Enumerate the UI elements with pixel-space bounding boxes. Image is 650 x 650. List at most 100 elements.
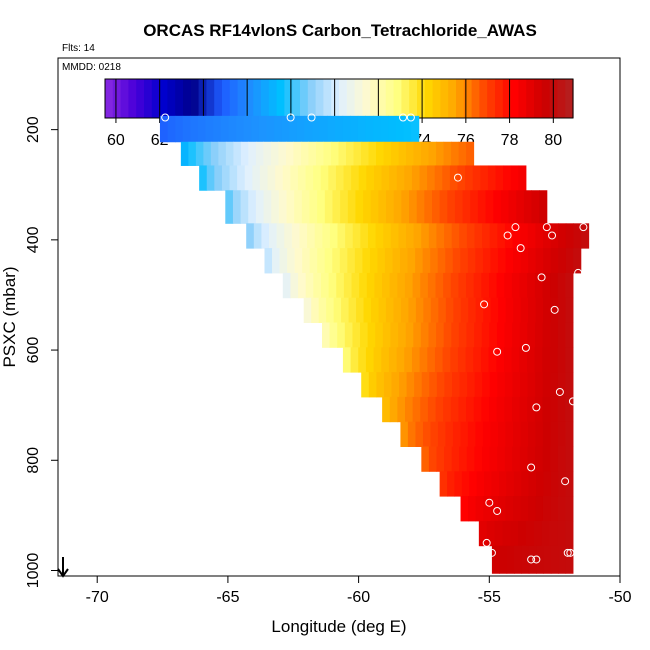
heatmap-cell bbox=[269, 223, 278, 249]
heatmap-cell bbox=[330, 141, 339, 166]
heatmap-cell bbox=[312, 115, 321, 143]
heatmap-cell bbox=[382, 272, 391, 299]
heatmap-cell bbox=[240, 141, 249, 166]
heatmap-cell bbox=[338, 141, 347, 166]
heatmap-cell bbox=[198, 115, 207, 143]
heatmap-cell bbox=[278, 141, 287, 166]
heatmap-cell bbox=[313, 272, 322, 299]
heatmap-cell bbox=[427, 165, 436, 191]
heatmap-cell bbox=[362, 248, 371, 274]
sample-point bbox=[503, 231, 512, 240]
heatmap-cell bbox=[535, 446, 544, 472]
heatmap-cell bbox=[384, 248, 394, 274]
heatmap-cell bbox=[309, 248, 318, 274]
heatmap-cell bbox=[557, 372, 566, 398]
colorbar-segment bbox=[541, 79, 551, 118]
colorbar-segment bbox=[346, 79, 356, 118]
heatmap-cell bbox=[369, 248, 378, 274]
heatmap-cell bbox=[279, 248, 288, 274]
heatmap-cell bbox=[263, 190, 272, 224]
heatmap-cell bbox=[474, 446, 483, 472]
heatmap-cell bbox=[388, 115, 397, 143]
heatmap-cell bbox=[454, 471, 463, 497]
heatmap-cell bbox=[514, 545, 522, 574]
heatmap-cell bbox=[557, 272, 566, 299]
heatmap-cell bbox=[397, 396, 406, 423]
heatmap-cell bbox=[488, 396, 498, 423]
heatmap-cell bbox=[470, 190, 479, 224]
heatmap-cell bbox=[535, 223, 544, 249]
heatmap-cell bbox=[348, 297, 357, 324]
heatmap-cell bbox=[490, 297, 499, 324]
heatmap-cell bbox=[397, 272, 406, 299]
heatmap-cell bbox=[521, 471, 530, 497]
heatmap-cell bbox=[504, 372, 513, 398]
heatmap-cell bbox=[469, 471, 478, 497]
heatmap-cell bbox=[557, 347, 566, 373]
heatmap-cell bbox=[497, 248, 506, 274]
heatmap-cell bbox=[445, 248, 454, 274]
heatmap-cell bbox=[465, 165, 474, 191]
colorbar-segment bbox=[331, 79, 340, 118]
heatmap-cell bbox=[324, 248, 333, 274]
heatmap-cell bbox=[549, 520, 558, 547]
heatmap-cell bbox=[259, 165, 269, 191]
heatmap-cell bbox=[395, 115, 405, 143]
sample-point bbox=[286, 113, 295, 122]
y-tick-label: 1000 bbox=[25, 553, 42, 589]
heatmap-cell bbox=[378, 190, 387, 224]
heatmap-cell bbox=[427, 272, 437, 299]
heatmap-cell bbox=[516, 190, 525, 224]
heatmap-cell bbox=[489, 372, 498, 398]
heatmap-cell bbox=[278, 190, 288, 224]
heatmap-cells bbox=[159, 115, 590, 574]
heatmap-cell bbox=[422, 248, 431, 274]
heatmap-cell bbox=[383, 372, 392, 398]
heatmap-cell bbox=[406, 223, 415, 249]
y-tick-label: 800 bbox=[25, 447, 42, 474]
heatmap-cell bbox=[558, 545, 567, 574]
heatmap-cell bbox=[309, 190, 318, 224]
heatmap-cell bbox=[357, 115, 366, 143]
colorbar-segment bbox=[261, 79, 270, 118]
heatmap-cell bbox=[298, 272, 307, 299]
sample-point bbox=[555, 387, 564, 396]
heatmap-cell bbox=[290, 165, 299, 191]
x-tick-label: -55 bbox=[478, 589, 501, 606]
heatmap-cell bbox=[421, 446, 430, 472]
heatmap-cell bbox=[558, 223, 567, 249]
x-tick-label: -65 bbox=[216, 589, 239, 606]
heatmap-cell bbox=[359, 272, 368, 299]
chart-title: ORCAS RF14vlonS Carbon_Tetrachloride_AWA… bbox=[143, 21, 537, 40]
heatmap-cell bbox=[466, 322, 475, 348]
heatmap-cell bbox=[565, 223, 574, 249]
heatmap-cell bbox=[504, 223, 514, 249]
heatmap-cell bbox=[159, 115, 169, 143]
heatmap-cell bbox=[531, 190, 540, 224]
heatmap-cell bbox=[535, 471, 544, 497]
heatmap-cell bbox=[253, 223, 262, 249]
heatmap-cell bbox=[327, 115, 336, 143]
heatmap-cell bbox=[525, 520, 535, 547]
heatmap-cell bbox=[474, 322, 483, 348]
colorbar-segment bbox=[432, 79, 441, 118]
heatmap-cell bbox=[329, 322, 338, 348]
heatmap-cell bbox=[328, 272, 337, 299]
heatmap-cell bbox=[467, 421, 476, 447]
heatmap-cell bbox=[512, 446, 521, 472]
heatmap-cell bbox=[341, 297, 350, 324]
heatmap-cell bbox=[468, 297, 477, 324]
heatmap-cell bbox=[466, 396, 475, 423]
heatmap-cell bbox=[342, 347, 352, 373]
colorbar-segment bbox=[237, 79, 246, 118]
heatmap-cell bbox=[393, 297, 402, 324]
heatmap-cell bbox=[460, 421, 469, 447]
heatmap-cell bbox=[490, 248, 499, 274]
heatmap-cell bbox=[339, 248, 348, 274]
heatmap-cell bbox=[322, 322, 331, 348]
heatmap-cell bbox=[550, 372, 559, 398]
heatmap-cell bbox=[550, 471, 559, 497]
heatmap-cell bbox=[527, 372, 536, 398]
heatmap-cell bbox=[550, 421, 559, 447]
heatmap-cell bbox=[412, 396, 421, 423]
